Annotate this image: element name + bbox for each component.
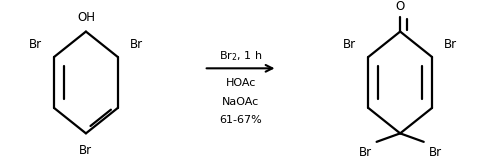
- Text: OH: OH: [77, 11, 95, 24]
- Text: Br: Br: [343, 38, 356, 51]
- Text: O: O: [396, 0, 405, 13]
- Text: Br$_2$, 1 h: Br$_2$, 1 h: [219, 49, 262, 63]
- Text: Br: Br: [28, 38, 42, 51]
- Text: Br: Br: [444, 38, 458, 51]
- Text: NaOAc: NaOAc: [222, 97, 259, 107]
- Text: Br: Br: [358, 146, 372, 159]
- Text: Br: Br: [429, 146, 442, 159]
- Text: 61-67%: 61-67%: [219, 115, 262, 125]
- Text: Br: Br: [130, 38, 143, 51]
- Text: HOAc: HOAc: [225, 78, 256, 88]
- Text: Br: Br: [80, 144, 92, 157]
